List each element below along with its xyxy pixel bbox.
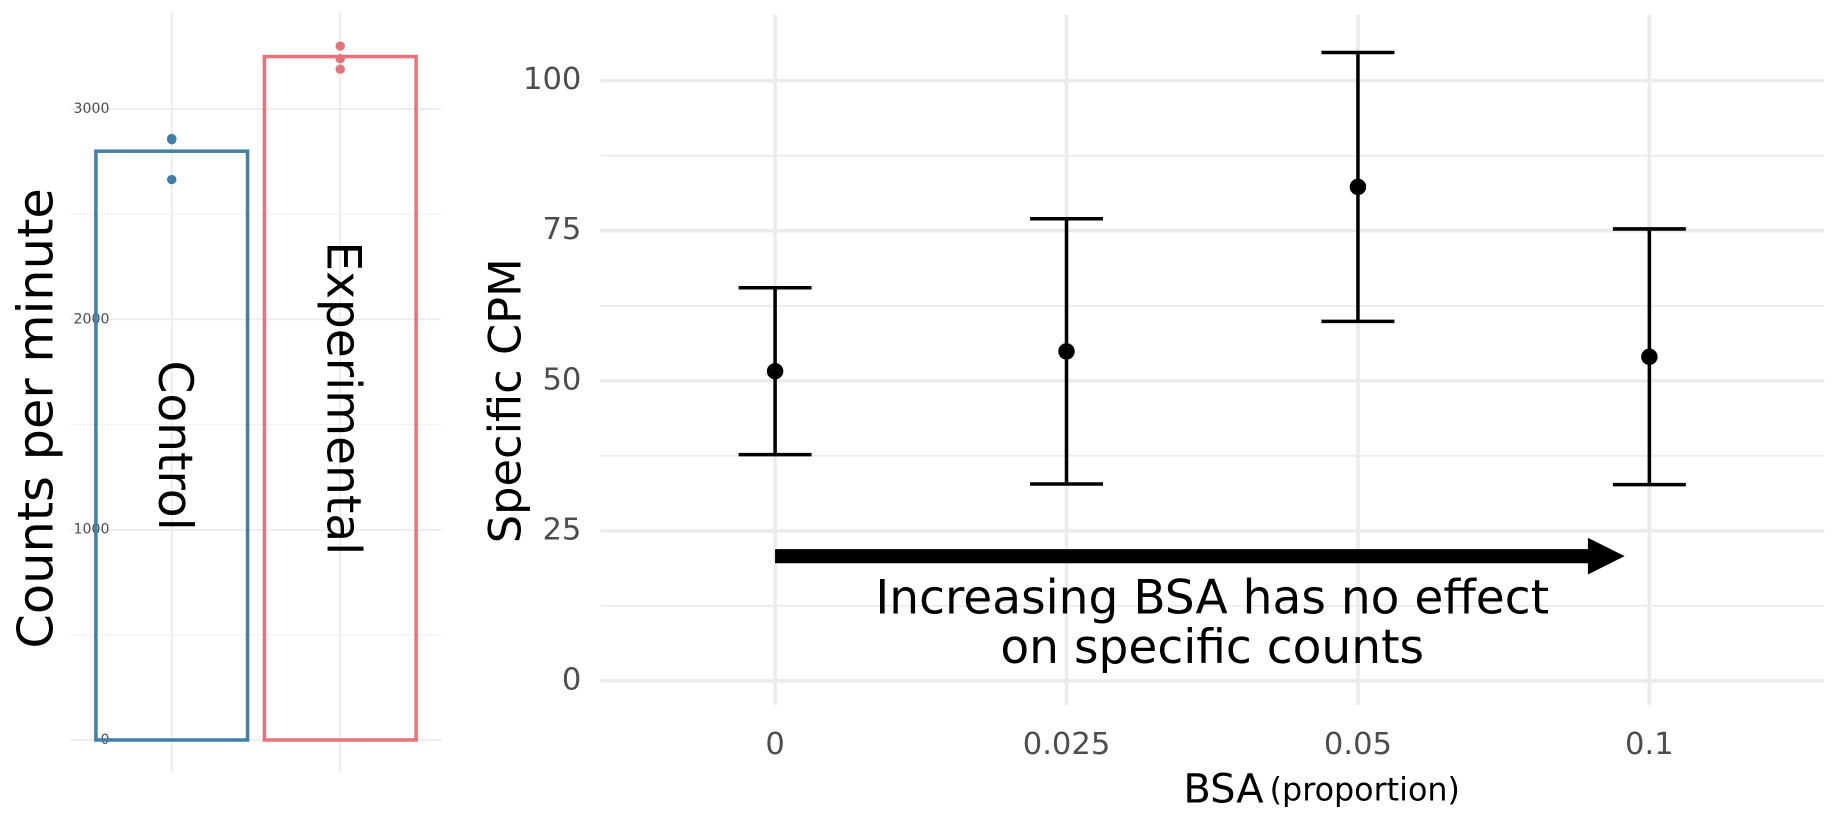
y-tick-label: 1000 [74, 522, 110, 538]
annotation: on specific counts [1000, 620, 1424, 675]
bar-label: Experimental [316, 241, 371, 555]
data-point [1349, 178, 1367, 196]
y-tick-label: 2000 [74, 311, 110, 327]
data-point [1641, 348, 1658, 366]
x-tick-label: 0.05 [1324, 727, 1392, 762]
y-tick-label: 3000 [74, 101, 110, 117]
x-axis-label-main: BSA [1183, 767, 1264, 813]
y-tick-label: 100 [523, 62, 581, 97]
y-tick-label: 50 [542, 362, 581, 397]
x-axis-label-unit: (proportion) [1270, 773, 1460, 809]
y-tick-label: 75 [542, 212, 581, 247]
data-point [335, 53, 345, 64]
bar-label: Control [147, 361, 202, 531]
x-tick-label: 0.1 [1625, 727, 1674, 762]
data-point [167, 134, 177, 145]
x-tick-label: 0.025 [1023, 727, 1111, 762]
data-point [1058, 343, 1075, 360]
data-point [167, 174, 177, 185]
annotation: Increasing BSA has no effect [875, 570, 1549, 625]
y-axis-label: Counts per minute [6, 188, 64, 648]
x-axis-label: BSA (proportion) [1183, 767, 1460, 813]
bar [94, 149, 250, 742]
y-axis-label: Specific CPM [478, 258, 531, 543]
y-tick-label: 25 [542, 512, 581, 547]
y-tick-label: 0 [562, 662, 581, 697]
data-point [335, 64, 345, 74]
data-point [766, 362, 784, 380]
data-point [335, 41, 345, 51]
x-tick-label: 0 [765, 727, 784, 762]
